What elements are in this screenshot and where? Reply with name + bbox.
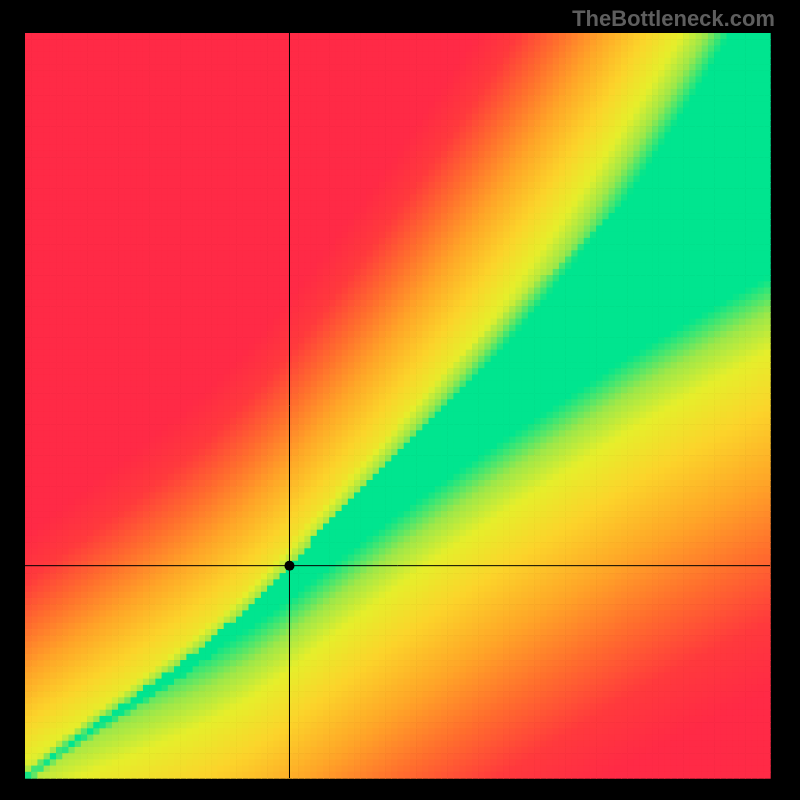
watermark-text: TheBottleneck.com	[572, 6, 775, 32]
bottleneck-heatmap	[0, 0, 800, 800]
